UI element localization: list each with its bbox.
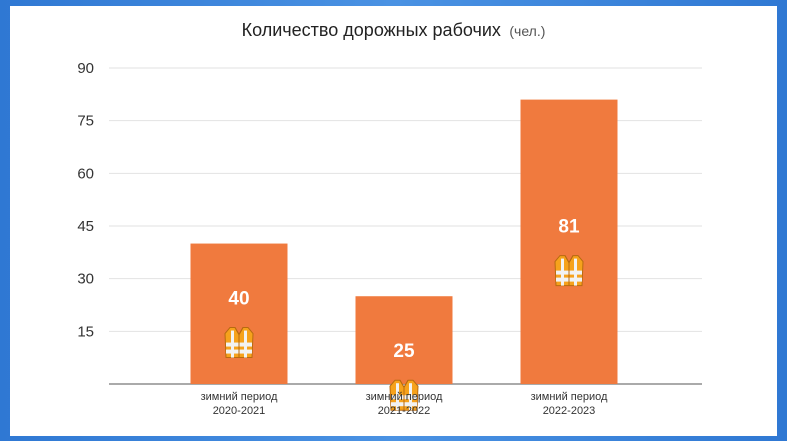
x-tick-label-1-line-1: зимний период [201,391,278,403]
y-tick-label-45: 45 [77,218,94,235]
bar-value-label-1: 40 [228,289,249,310]
x-tick-label-2-line-1: зимний период [366,391,443,403]
bar-1 [190,243,288,384]
bar-2 [355,296,453,384]
bar-value-label-2: 25 [393,341,415,362]
x-tick-label-2-line-2: 2021-2022 [378,405,431,417]
chart-title-block: Количество дорожных рабочих (чел.) [10,20,777,41]
y-tick-label-90: 90 [77,60,94,77]
x-tick-label-1-line-2: 2020-2021 [213,405,266,417]
y-tick-label-60: 60 [77,165,94,182]
x-tick-label-3-line-2: 2022-2023 [543,405,596,417]
chart-title: Количество дорожных рабочих [241,20,501,40]
chart-card: Количество дорожных рабочих (чел.) 15 30 4… [10,6,777,436]
x-tick-label-3-line-1: зимний период [531,391,608,403]
chart-title-unit: (чел.) [509,23,546,39]
bar-3 [520,99,618,384]
bar-value-label-3: 81 [558,217,580,238]
y-tick-label-15: 15 [77,323,94,340]
bar-chart: 15 30 45 60 75 90 40 зимний период 2020-2021 25 зи… [77,60,702,417]
y-tick-label-30: 30 [77,271,94,288]
y-tick-label-75: 75 [77,113,94,130]
